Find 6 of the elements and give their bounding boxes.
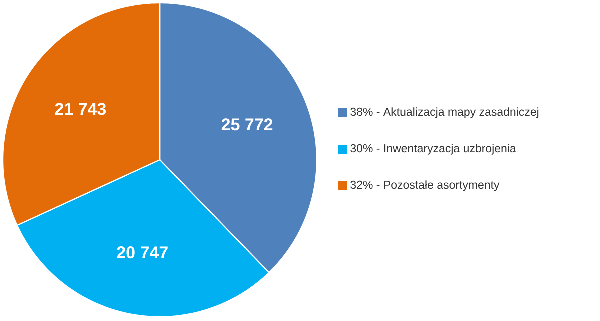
data-label: 25 772	[222, 118, 273, 131]
legend-label: 30% - Inwentaryzacja uzbrojenia	[350, 144, 516, 155]
legend-label: 38% - Aktualizacja mapy zasadniczej	[350, 108, 539, 118]
data-label: 21 743	[55, 103, 106, 116]
data-label: 20 747	[117, 246, 168, 259]
legend-label: 32% - Pozostałe asortymenty	[350, 180, 500, 192]
